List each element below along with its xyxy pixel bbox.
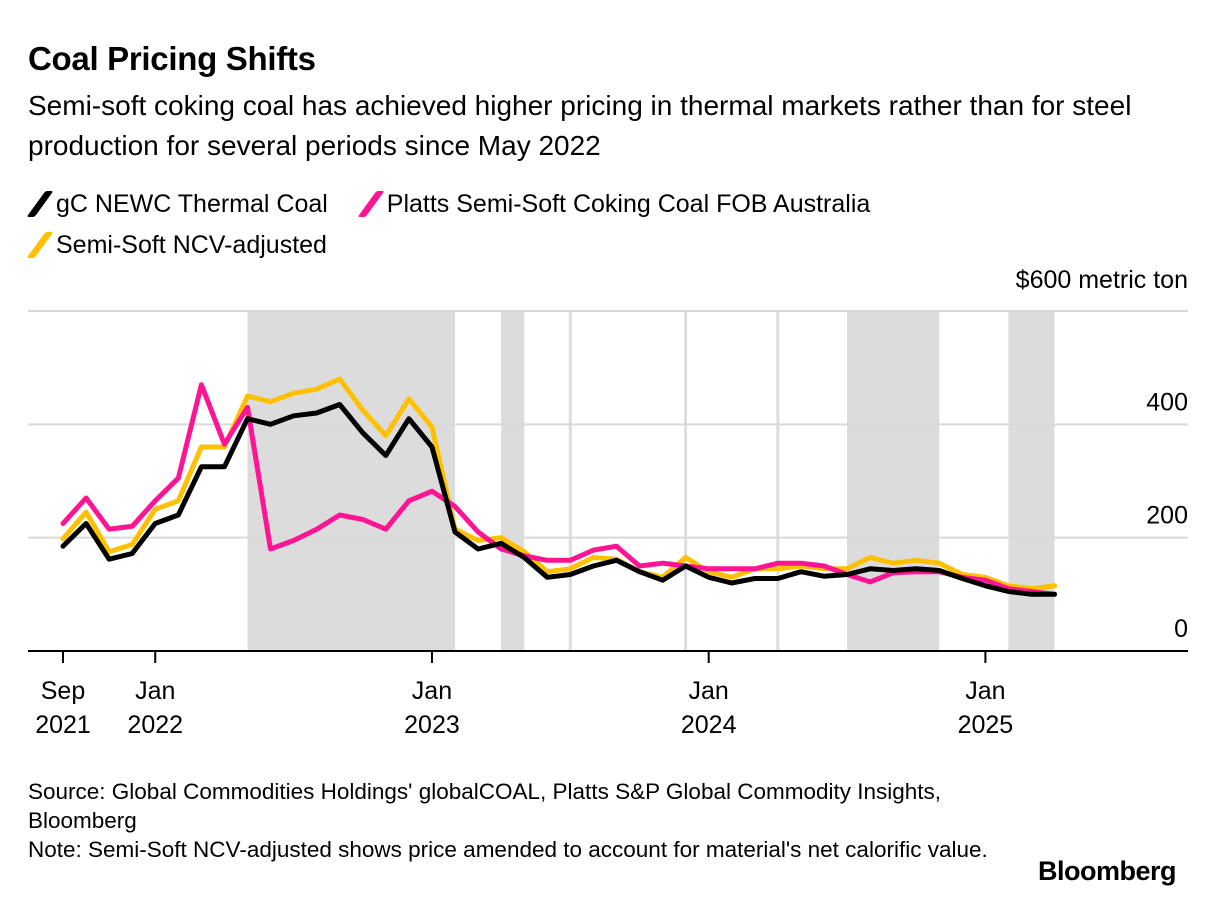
y-axis-labels: 0 200 400 [1146,388,1188,643]
note-text: Note: Semi-Soft NCV-adjusted shows price… [28,837,988,862]
legend-item-platts: Platts Semi-Soft Coking Coal FOB Austral… [357,186,871,222]
legend-label-newc: gC NEWC Thermal Coal [56,190,328,218]
shaded-period-1 [501,311,525,651]
x-tick-label-2-month: Jan [412,677,452,705]
x-tick-label-1-year: 2022 [127,711,183,739]
bloomberg-logo: Bloomberg [1037,856,1177,886]
legend-item-ncv: Semi-Soft NCV-adjusted [26,227,327,263]
x-tick-label-4-month: Jan [965,677,1005,705]
y-tick-label-0: 0 [1174,615,1188,643]
x-axis-labels: Sep 2021 Jan 2022 Jan 2023 Jan 2024 Jan 2025 [35,677,1013,739]
x-tick-label-4-year: 2025 [958,711,1014,739]
chart-subtitle: Semi-soft coking coal has achieved highe… [28,90,1132,161]
x-tick-label-1-month: Jan [135,677,175,705]
shaded-period-3 [1008,311,1055,651]
shaded-period-2 [847,311,940,651]
x-tick-label-2-year: 2023 [404,711,460,739]
y-tick-label-2: 400 [1146,388,1188,416]
vertical-markers [568,311,780,651]
series-lines [60,376,1058,597]
shaded-period-0 [247,311,456,651]
x-tick-label-0-month: Sep [41,677,85,705]
x-axis [28,650,1188,663]
gridlines [28,310,1188,539]
shaded-periods [247,311,1055,651]
legend-item-newc: gC NEWC Thermal Coal [26,186,328,222]
y-axis-unit-label: $600 metric ton [1015,266,1188,294]
series-line-1 [60,382,1058,597]
y-tick-label-1: 200 [1146,502,1188,530]
x-tick-label-3-year: 2024 [681,711,737,739]
x-tick-label-3-month: Jan [689,677,729,705]
chart-title: Coal Pricing Shifts [28,40,316,77]
x-tick-label-0-year: 2021 [35,711,91,739]
source-text: Source: Global Commodities Holdings' glo… [28,779,942,833]
series-line-2 [60,402,1058,597]
source-note: Source: Global Commodities Holdings' glo… [28,777,988,864]
legend: gC NEWC Thermal Coal Platts Semi-Soft Co… [26,186,1198,268]
line-chart: 0 200 400 Sep 2021 Jan 2022 Jan 2023 Jan 2024 Jan 2… [28,310,1188,739]
legend-label-platts: Platts Semi-Soft Coking Coal FOB Austral… [386,190,871,218]
legend-label-ncv: Semi-Soft NCV-adjusted [56,231,327,259]
